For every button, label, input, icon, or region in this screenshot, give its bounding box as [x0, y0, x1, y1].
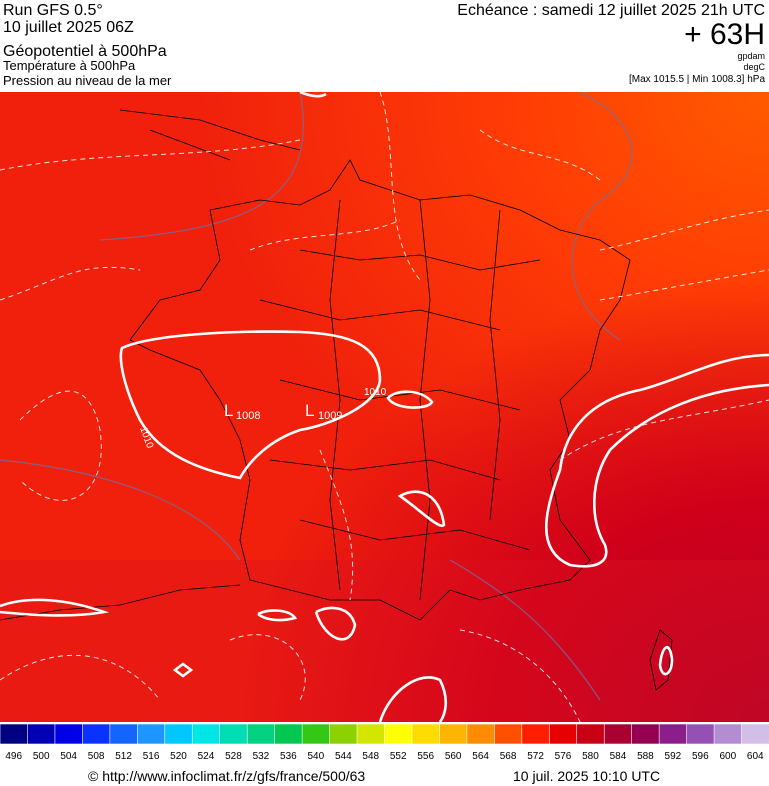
colorbar-tick-label: 592 [665, 751, 682, 762]
colorbar-tick-label: 540 [307, 751, 324, 762]
colorbar-swatch [521, 723, 551, 745]
colorbar-swatch [439, 723, 468, 745]
field-label: Géopotentiel à 500hPa [3, 43, 167, 60]
colorbar-tick-label: 580 [582, 751, 599, 762]
colorbar-tick-label: 604 [747, 751, 764, 762]
colorbar-tick-label: 508 [88, 751, 105, 762]
colorbar-tick-label: 528 [225, 751, 242, 762]
colorbar-swatch [0, 723, 29, 745]
colorbar-swatch [54, 723, 84, 745]
colorbar-swatch [713, 723, 743, 745]
low-symbol: L [305, 401, 314, 420]
colorbar-swatch [219, 723, 248, 745]
valid-time: Echéance : samedi 12 juillet 2025 21h UT… [457, 2, 765, 19]
colorbar-tick-label: 568 [500, 751, 517, 762]
map: L 1008 L 1009 1010 1010 [0, 92, 769, 722]
colorbar-tick-label: 552 [390, 751, 407, 762]
colorbar-swatch [494, 723, 523, 745]
colorbar-swatch [576, 723, 606, 745]
colorbar-tick-label: 536 [280, 751, 297, 762]
colorbar-swatch [82, 723, 111, 745]
colorbar-tick-label: 560 [445, 751, 462, 762]
field-label: Température à 500hPa [3, 58, 136, 73]
colorbar-tick-label: 512 [115, 751, 132, 762]
run-date: 10 juillet 2025 06Z [3, 19, 134, 36]
colorbar-tick-label: 496 [5, 751, 22, 762]
colorbar-swatch [191, 723, 221, 745]
unit-label: degC [743, 62, 765, 72]
field-label: Pression au niveau de la mer [3, 73, 172, 88]
colorbar-tick-label: 596 [692, 751, 709, 762]
pressure-range: [Max 1015.5 | Min 1008.3] hPa [629, 74, 765, 85]
low-pressure-value: 1008 [236, 410, 260, 422]
low-pressure-value: 1009 [318, 410, 342, 422]
source-url: © http://www.infoclimat.fr/z/gfs/france/… [88, 768, 365, 784]
unit-label: gpdam [737, 51, 765, 61]
colorbar-swatch [741, 723, 769, 745]
colorbar-tick-label: 572 [527, 751, 544, 762]
colorbar-swatch [603, 723, 633, 745]
colorbar-swatch [246, 723, 276, 745]
colorbar-tick-label: 564 [472, 751, 489, 762]
isobar-label: 1010 [364, 387, 387, 398]
colorbar-swatch [658, 723, 688, 745]
colorbar-swatch [411, 723, 441, 745]
colorbar-tick-label: 516 [143, 751, 160, 762]
run-title: Run GFS 0.5° [3, 2, 103, 19]
colorbar: 496 500 504 508 512 516 520 524 528 532 536 540 544 5… [0, 723, 769, 762]
colorbar-tick-label: 600 [719, 751, 736, 762]
colorbar-tick-label: 532 [253, 751, 270, 762]
colorbar-tick-label: 576 [555, 751, 572, 762]
colorbar-tick-label: 548 [362, 751, 379, 762]
colorbar-swatch [631, 723, 660, 745]
colorbar-swatch [274, 723, 303, 745]
colorbar-tick-label: 588 [637, 751, 654, 762]
colorbar-tick-label: 584 [610, 751, 627, 762]
colorbar-tick-label: 520 [170, 751, 187, 762]
colorbar-swatch [301, 723, 331, 745]
colorbar-swatch [27, 723, 56, 745]
low-symbol: L [224, 401, 233, 420]
timestamp: 10 juil. 2025 10:10 UTC [513, 768, 660, 784]
colorbar-tick-label: 524 [198, 751, 215, 762]
colorbar-tick-label: 544 [335, 751, 352, 762]
colorbar-swatch [548, 723, 578, 745]
colorbar-swatch [466, 723, 496, 745]
lead-time: + 63H [684, 18, 765, 51]
colorbar-swatch [356, 723, 386, 745]
colorbar-tick-label: 500 [33, 751, 50, 762]
colorbar-swatch [137, 723, 166, 745]
colorbar-tick-label: 504 [60, 751, 77, 762]
colorbar-swatch [384, 723, 413, 745]
colorbar-swatch [329, 723, 358, 745]
colorbar-swatch [164, 723, 194, 745]
colorbar-tick-label: 556 [417, 751, 434, 762]
colorbar-swatch [686, 723, 715, 745]
colorbar-swatch [109, 723, 139, 745]
